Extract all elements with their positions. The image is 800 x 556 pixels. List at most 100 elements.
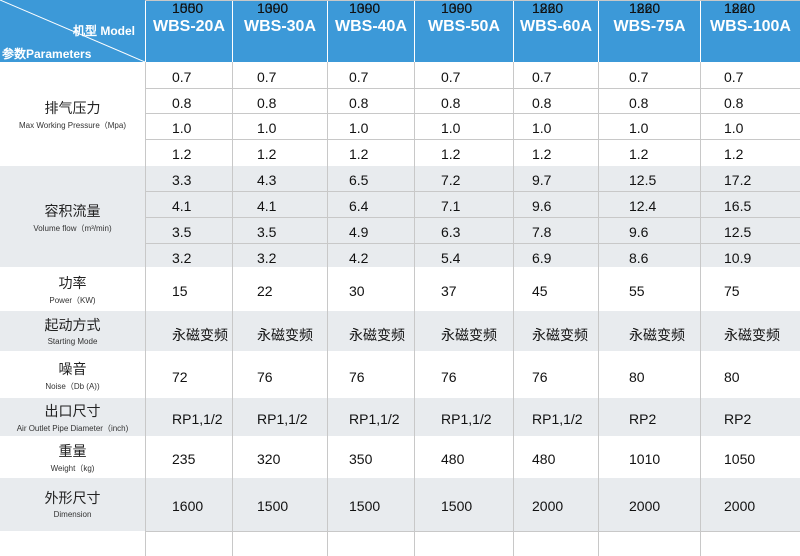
parameter-label: 噪音 Noise（Db (A)) xyxy=(0,359,145,392)
table-cell: 75 xyxy=(724,283,740,299)
row-divider xyxy=(145,531,800,532)
table-cell: 2000 xyxy=(629,498,661,514)
table-cell: 3.5 xyxy=(257,224,277,240)
table-cell: 2000 xyxy=(724,498,756,514)
parameter-name-zh: 外形尺寸 xyxy=(44,490,101,506)
table-cell: 永磁变频 xyxy=(532,327,588,343)
table-cell: 12.4 xyxy=(629,198,657,214)
parameter-name-en: Weight（kg) xyxy=(50,464,95,473)
table-cell: 1.2 xyxy=(532,146,552,162)
model-header-wbs-20a: WBS-20A xyxy=(146,0,232,62)
diagonal-divider xyxy=(0,0,145,62)
column-divider xyxy=(700,62,701,556)
table-cell: 8.6 xyxy=(629,250,649,266)
table-cell: 1260 xyxy=(532,0,564,16)
table-cell: 7.1 xyxy=(441,198,461,214)
table-corner-header: 机型 Model 参数Parameters xyxy=(0,0,145,62)
parameter-group xyxy=(0,352,800,397)
table-cell: 0.7 xyxy=(441,69,461,85)
table-cell: 320 xyxy=(257,451,281,467)
parameter-group xyxy=(0,477,800,531)
table-cell: 1820 xyxy=(629,0,661,16)
column-divider xyxy=(327,62,328,556)
table-cell: 1600 xyxy=(172,498,204,514)
table-cell: 1.0 xyxy=(257,120,277,136)
table-cell: 1.2 xyxy=(349,146,369,162)
table-cell: 0.7 xyxy=(724,69,744,85)
group-separator xyxy=(0,267,800,269)
table-cell: 1010 xyxy=(629,451,661,467)
table-cell: 5.4 xyxy=(441,250,461,266)
table-cell: 22 xyxy=(257,283,273,299)
table-cell: 1.2 xyxy=(257,146,277,162)
table-cell: 55 xyxy=(629,283,645,299)
table-cell: 1820 xyxy=(724,0,756,16)
table-cell: 1.0 xyxy=(532,120,552,136)
table-cell: 350 xyxy=(349,451,373,467)
table-cell: 12.5 xyxy=(629,172,657,188)
parameter-group xyxy=(0,397,800,437)
table-cell: 1390 xyxy=(257,0,289,16)
parameter-name-en: Power（KW) xyxy=(49,296,96,305)
table-cell: 0.8 xyxy=(441,95,461,111)
table-cell: 4.3 xyxy=(257,172,277,188)
table-cell: 480 xyxy=(441,451,465,467)
table-cell: 3.2 xyxy=(172,250,192,266)
table-cell: 1000 xyxy=(172,0,204,16)
table-cell: 6.3 xyxy=(441,224,461,240)
table-cell: 1.0 xyxy=(172,120,192,136)
table-cell: 永磁变频 xyxy=(629,327,685,343)
parameter-label: 容积流量 Volume flow（m³/min) xyxy=(0,201,145,234)
table-cell: 76 xyxy=(349,369,365,385)
table-cell: 72 xyxy=(172,369,188,385)
table-cell: 0.7 xyxy=(172,69,192,85)
row-divider xyxy=(145,191,800,192)
table-cell: RP2 xyxy=(724,411,752,427)
parameter-name-en: Volume flow（m³/min) xyxy=(33,224,112,233)
model-name: WBS-50A xyxy=(427,18,500,35)
table-cell: 1.0 xyxy=(349,120,369,136)
table-cell: 0.8 xyxy=(349,95,369,111)
parameter-name-en: Air Outlet Pipe Diameter（inch) xyxy=(16,424,129,433)
parameter-label: 重量 Weight（kg) xyxy=(0,441,145,474)
model-name: WBS-60A xyxy=(519,18,592,35)
table-cell: 1260 xyxy=(724,0,756,16)
table-cell: 37 xyxy=(441,283,457,299)
table-cell: 3.2 xyxy=(257,250,277,266)
parameter-name-en: Max Working Pressure（Mpa) xyxy=(19,121,126,130)
group-separator xyxy=(0,351,800,353)
table-cell: 0.8 xyxy=(257,95,277,111)
group-separator xyxy=(0,309,800,311)
table-cell: 76 xyxy=(532,369,548,385)
model-header-wbs-100a: WBS-100A xyxy=(701,0,800,62)
model-name: WBS-30A xyxy=(243,18,316,35)
column-divider xyxy=(598,62,599,556)
table-cell: 17.2 xyxy=(724,172,752,188)
group-separator xyxy=(0,396,800,398)
model-header-wbs-30a: WBS-30A xyxy=(233,0,327,62)
table-cell: 1500 xyxy=(257,498,289,514)
group-separator xyxy=(0,476,800,478)
parameter-group xyxy=(0,165,800,268)
table-cell: 1.2 xyxy=(724,146,744,162)
parameter-label: 出口尺寸 Air Outlet Pipe Diameter（inch) xyxy=(0,401,145,434)
model-header-label: 机型 Model xyxy=(73,24,135,38)
row-divider xyxy=(145,243,800,244)
table-cell: 1500 xyxy=(349,498,381,514)
column-divider xyxy=(414,62,415,556)
table-cell: 0.8 xyxy=(724,95,744,111)
parameter-group xyxy=(0,310,800,352)
table-cell: 1.0 xyxy=(441,120,461,136)
table-cell: 4.2 xyxy=(349,250,369,266)
row-divider xyxy=(145,0,800,1)
table-cell: 9.6 xyxy=(532,198,552,214)
table-cell: 1000 xyxy=(349,0,381,16)
column-divider xyxy=(145,62,146,556)
model-name: WBS-75A xyxy=(613,18,686,35)
row-divider xyxy=(145,217,800,218)
model-name: WBS-40A xyxy=(334,18,407,35)
table-cell: RP1,1/2 xyxy=(441,411,492,427)
table-cell: 1.2 xyxy=(629,146,649,162)
table-cell: 480 xyxy=(532,451,556,467)
